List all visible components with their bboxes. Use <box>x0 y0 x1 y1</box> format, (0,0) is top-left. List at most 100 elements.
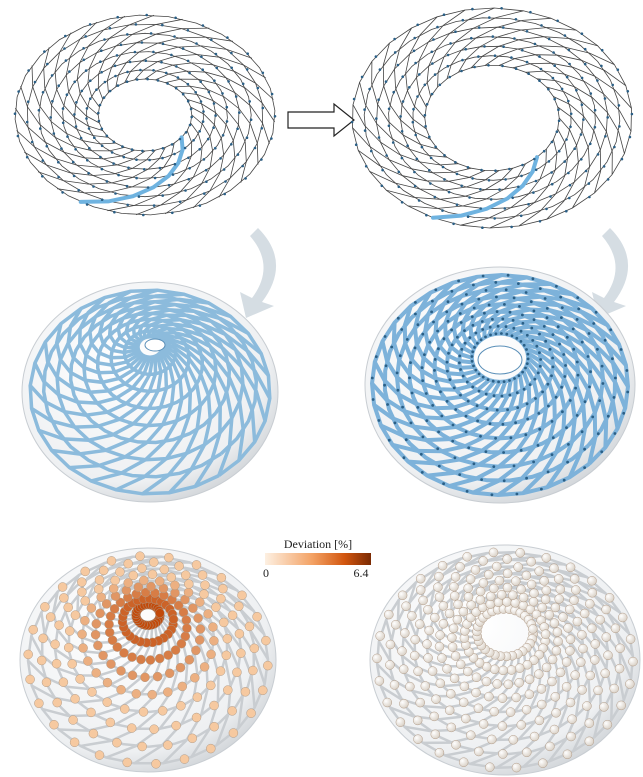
joint <box>535 169 538 172</box>
joint <box>435 593 444 602</box>
joint <box>513 37 516 40</box>
joint <box>135 158 138 161</box>
joint <box>29 625 38 634</box>
joint <box>600 65 603 68</box>
joint <box>246 52 249 55</box>
joint <box>208 623 217 632</box>
joint <box>598 399 601 402</box>
joint <box>136 78 139 81</box>
joint <box>424 125 427 128</box>
joint <box>502 423 505 426</box>
joint <box>543 325 546 328</box>
joint <box>128 671 137 680</box>
joint <box>396 372 399 375</box>
joint <box>492 562 501 571</box>
joint <box>88 688 97 697</box>
joint <box>571 671 580 680</box>
joint <box>195 636 204 645</box>
joint <box>14 112 17 115</box>
joint <box>109 27 112 30</box>
joint <box>501 318 504 321</box>
joint <box>31 141 34 144</box>
joint <box>460 682 469 691</box>
joint <box>450 591 459 600</box>
joint <box>492 35 495 38</box>
joint <box>217 573 226 582</box>
joint <box>106 718 115 727</box>
joint <box>431 62 434 65</box>
joint <box>124 559 133 568</box>
joint <box>147 582 156 591</box>
joint <box>365 165 368 168</box>
joint <box>576 318 579 321</box>
joint <box>464 48 467 51</box>
joint <box>386 403 389 406</box>
joint <box>237 153 240 156</box>
joint <box>525 477 528 480</box>
joint <box>482 677 491 686</box>
joint <box>135 23 138 26</box>
joint <box>195 598 204 607</box>
joint <box>435 642 444 651</box>
joint <box>246 68 249 71</box>
joint <box>527 557 536 566</box>
joint <box>229 729 238 738</box>
joint <box>221 92 224 95</box>
joint <box>513 297 516 300</box>
joint <box>502 451 505 454</box>
joint <box>152 759 161 768</box>
joint <box>390 680 399 689</box>
joint <box>232 668 241 677</box>
rod <box>191 107 224 208</box>
joint <box>437 654 446 663</box>
joint <box>431 51 434 54</box>
joint <box>236 649 245 658</box>
joint <box>574 387 577 390</box>
joint <box>580 158 583 161</box>
joint <box>80 616 89 625</box>
joint <box>516 406 519 409</box>
joint <box>401 157 404 160</box>
joint <box>216 667 225 676</box>
joint <box>484 570 493 579</box>
joint <box>481 320 484 323</box>
joint <box>399 699 408 708</box>
joint <box>246 136 249 139</box>
joint <box>537 372 540 375</box>
joint <box>607 415 610 418</box>
joint <box>414 62 417 65</box>
joint <box>184 588 193 597</box>
joint <box>81 567 90 576</box>
joint <box>416 24 419 27</box>
joint <box>92 668 101 677</box>
joint <box>58 583 67 592</box>
joint <box>484 336 487 339</box>
joint <box>399 665 408 674</box>
joint <box>438 465 441 468</box>
joint <box>561 88 564 91</box>
joint <box>107 660 116 669</box>
joint <box>416 698 425 707</box>
joint <box>245 622 254 631</box>
joint <box>482 376 485 379</box>
figure: Deviation [%] 0 6.4 <box>0 0 643 777</box>
joint <box>215 53 218 56</box>
joint <box>161 157 164 160</box>
joint <box>436 447 439 450</box>
joint <box>513 465 516 468</box>
joint <box>480 338 483 341</box>
joint <box>563 750 572 759</box>
joint <box>556 585 565 594</box>
joint <box>505 325 508 328</box>
joint <box>527 353 530 356</box>
joint <box>43 50 46 53</box>
joint <box>452 740 461 749</box>
joint <box>618 125 621 128</box>
joint <box>498 722 507 731</box>
joint <box>99 104 102 107</box>
joint <box>423 605 432 614</box>
joint <box>481 226 484 229</box>
joint <box>94 585 103 594</box>
joint <box>530 300 533 303</box>
joint <box>428 169 431 172</box>
